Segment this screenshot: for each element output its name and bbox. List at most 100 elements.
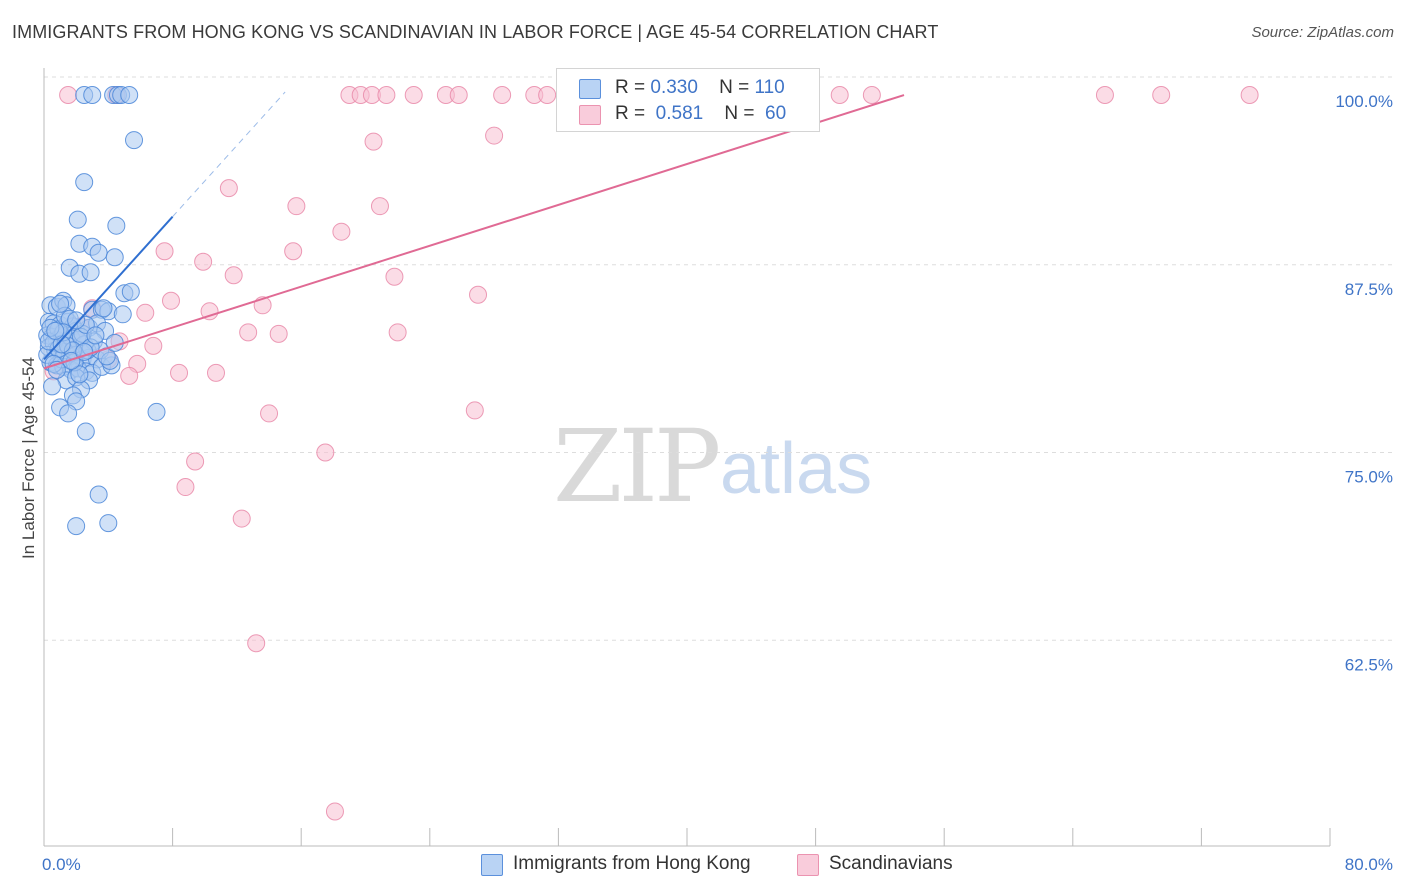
hong-kong-point: [120, 86, 139, 105]
legend-label: Immigrants from Hong Kong: [513, 853, 751, 874]
hong-kong-point: [76, 422, 95, 441]
scandinavian-point: [207, 363, 226, 382]
legend-r-value: 0.581: [655, 103, 704, 124]
hong-kong-point: [83, 86, 102, 105]
scandinavian-point: [388, 323, 407, 342]
grid-layer: [44, 76, 1392, 641]
scandinavian-point: [862, 86, 881, 105]
scandinavian-point: [59, 86, 78, 105]
scandinavian-point: [1240, 86, 1259, 105]
y-axis-label: In Labor Force | Age 45-54: [19, 357, 38, 559]
hong-kong-point: [67, 517, 86, 536]
scandinavian-point: [370, 197, 389, 216]
scandinavian-point: [144, 336, 163, 355]
hong-kong-point: [89, 243, 108, 262]
hong-kong-trend-line: [43, 216, 174, 361]
scandinavian-point: [287, 197, 306, 216]
label-layer: 62.5% 75.0% 87.5% 100.0% 0.0% 80.0% In Labor F…: [19, 92, 1393, 874]
legend-swatch-blue: [579, 79, 601, 99]
scandinavian-point: [469, 285, 488, 304]
scandinavian-point: [155, 242, 174, 261]
trend-layer: [43, 91, 905, 370]
scandinavian-trend-line: [43, 94, 905, 370]
scandinavian-point: [284, 242, 303, 261]
hong-kong-point: [43, 377, 62, 396]
hong-kong-point: [113, 305, 132, 324]
scandinavian-point: [485, 126, 504, 145]
scandinavian-point: [316, 443, 335, 462]
scandinavian-point: [136, 303, 155, 322]
legend-n-value: 110: [754, 77, 785, 98]
scandinavian-point: [449, 86, 468, 105]
legend-r-label: R =: [615, 103, 646, 124]
legend-label: Scandinavians: [829, 853, 953, 874]
scandinavian-point: [1095, 86, 1114, 105]
scandinavian-point: [830, 86, 849, 105]
chart-title: IMMIGRANTS FROM HONG KONG VS SCANDINAVIA…: [12, 22, 939, 42]
scandinavian-point: [200, 302, 219, 321]
scandinavian-point: [247, 634, 266, 653]
legend-swatch-blue: [481, 854, 503, 876]
scandinavian-point: [260, 404, 279, 423]
scandinavian-point: [219, 179, 238, 198]
series-legend: Immigrants from Hong Kong Scandinavians: [0, 852, 1406, 878]
x-tick-label: 0.0%: [42, 855, 81, 874]
scandinavian-point: [232, 509, 251, 528]
legend-r-label: R =: [615, 77, 646, 98]
axis-layer: [43, 68, 1331, 847]
scandinavian-point: [161, 291, 180, 310]
scandinavian-point: [404, 86, 423, 105]
hong-kong-point: [67, 311, 86, 330]
scandinavian-point: [194, 252, 213, 271]
scandinavian-point: [239, 323, 258, 342]
scandinavian-point: [364, 132, 383, 151]
hong-kong-point: [62, 351, 81, 370]
source-credit: Source: ZipAtlas.com: [1251, 24, 1394, 41]
scandinavian-point: [332, 222, 351, 241]
scandinavian-point: [186, 452, 205, 471]
scandinavian-point: [538, 86, 557, 105]
hong-kong-point: [46, 321, 65, 340]
hong-kong-point: [125, 131, 144, 150]
hong-kong-point: [86, 326, 105, 345]
watermark-atlas: atlas: [720, 429, 873, 509]
hong-kong-point: [121, 282, 140, 301]
scandinavian-point: [377, 86, 396, 105]
legend-swatch-pink: [797, 854, 819, 876]
hong-kong-point: [105, 248, 124, 267]
stats-legend: R = 0.330 N = 110 R = 0.581 N = 60: [556, 68, 820, 132]
scandinavian-point: [170, 363, 189, 382]
hong-kong-point: [70, 365, 89, 384]
scandinavian-point: [269, 324, 288, 343]
hong-kong-point: [68, 210, 87, 229]
hong-kong-point: [81, 263, 100, 282]
hong-kong-point: [75, 173, 94, 192]
scandinavian-point: [176, 478, 195, 497]
y-tick-label: 62.5%: [1345, 655, 1393, 674]
scandinavian-point: [120, 366, 139, 385]
legend-swatch-pink: [579, 105, 601, 125]
hong-kong-point: [59, 404, 78, 423]
hong-kong-point: [89, 485, 108, 504]
hong-kong-point: [107, 216, 126, 235]
x-tick-label: 80.0%: [1345, 855, 1393, 874]
watermark-zip: ZIP: [553, 408, 721, 525]
scandinavian-point: [465, 401, 484, 420]
hong-kong-point: [99, 514, 118, 533]
y-tick-label: 87.5%: [1345, 280, 1393, 299]
y-tick-label: 75.0%: [1345, 468, 1393, 487]
legend-n-label: N =: [724, 103, 755, 124]
scandinavian-point: [325, 802, 344, 821]
points-layer: [38, 86, 1259, 821]
hong-kong-point: [147, 402, 166, 421]
scandinavian-point: [385, 267, 404, 286]
legend-n-label: N =: [719, 77, 750, 98]
hong-kong-point: [51, 294, 70, 313]
y-tick-label: 100.0%: [1335, 92, 1393, 111]
scandinavian-point: [493, 86, 512, 105]
hong-kong-trend-extension: [172, 91, 286, 218]
legend-n-value: 60: [765, 103, 787, 124]
scandinavian-point: [224, 266, 243, 285]
scandinavian-point: [1152, 86, 1171, 105]
